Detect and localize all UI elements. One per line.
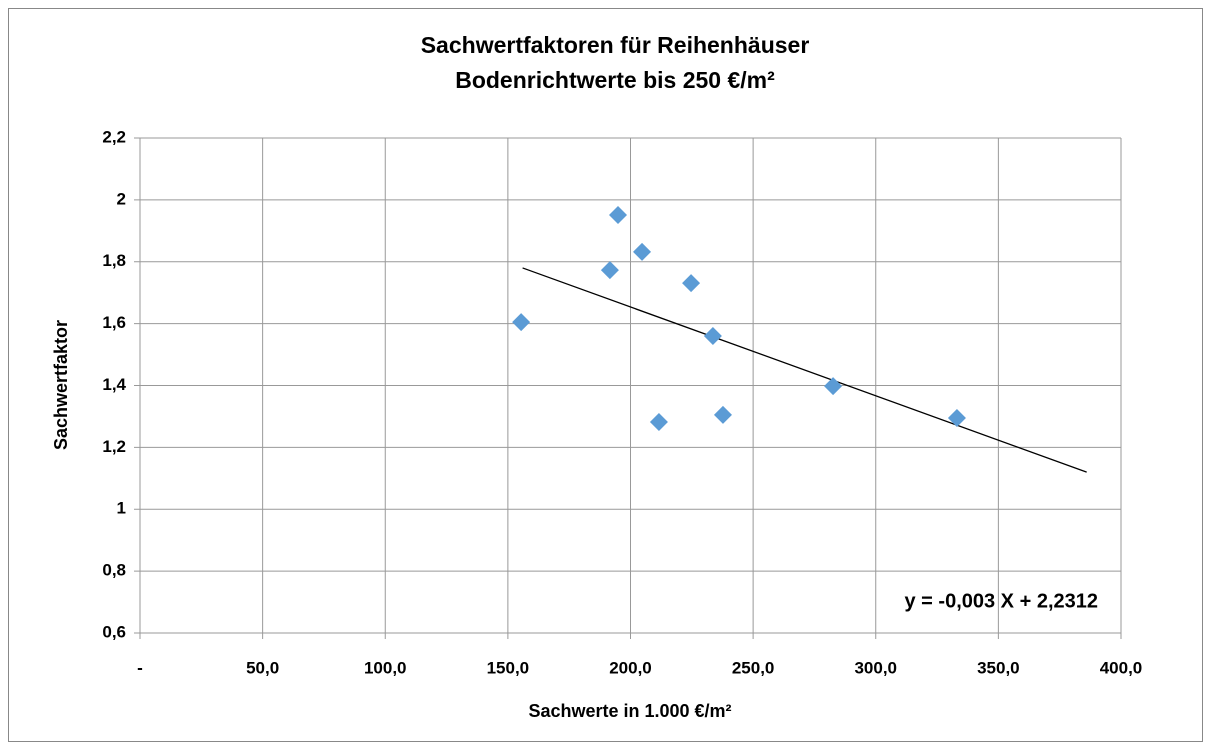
x-axis-label: Sachwerte in 1.000 €/m²: [528, 701, 731, 721]
point: [682, 274, 701, 293]
x-tick-label: 400,0: [1100, 658, 1143, 677]
y-tick-label: 0,6: [102, 622, 126, 641]
point: [600, 261, 619, 280]
y-tick-label: 1,2: [102, 437, 126, 456]
x-tick-label: 100,0: [364, 658, 407, 677]
y-tick-label: 0,8: [102, 561, 126, 580]
chart-border: [8, 8, 1203, 742]
point: [512, 313, 531, 332]
y-tick-label: 1,4: [102, 375, 126, 394]
y-axis-label: Sachwertfaktor: [51, 320, 71, 450]
point: [713, 405, 732, 424]
point: [947, 408, 966, 427]
point: [633, 242, 652, 261]
point: [608, 206, 627, 225]
trendline: [522, 267, 1087, 473]
y-tick-label: 1: [117, 499, 126, 518]
chart-subtitle: Bodenrichtwerte bis 250 €/m²: [455, 67, 775, 93]
x-tick-label: 50,0: [246, 658, 279, 677]
x-tick-label: 250,0: [732, 658, 775, 677]
point: [824, 377, 843, 396]
y-tick-label: 1,6: [102, 313, 126, 332]
x-tick-label: 350,0: [977, 658, 1020, 677]
x-tick-label: -: [137, 658, 143, 677]
point: [649, 413, 668, 432]
chart-title: Sachwertfaktoren für Reihenhäuser: [421, 32, 810, 58]
x-tick-label: 200,0: [609, 658, 652, 677]
y-tick-label: 1,8: [102, 251, 126, 270]
point: [703, 327, 722, 345]
x-tick-label: 300,0: [854, 658, 897, 677]
y-tick-label: 2,2: [102, 127, 126, 146]
trendline-equation: y = -0,003 X + 2,2312: [905, 590, 1099, 612]
y-tick-label: 2: [117, 189, 126, 208]
x-tick-label: 150,0: [487, 658, 530, 677]
